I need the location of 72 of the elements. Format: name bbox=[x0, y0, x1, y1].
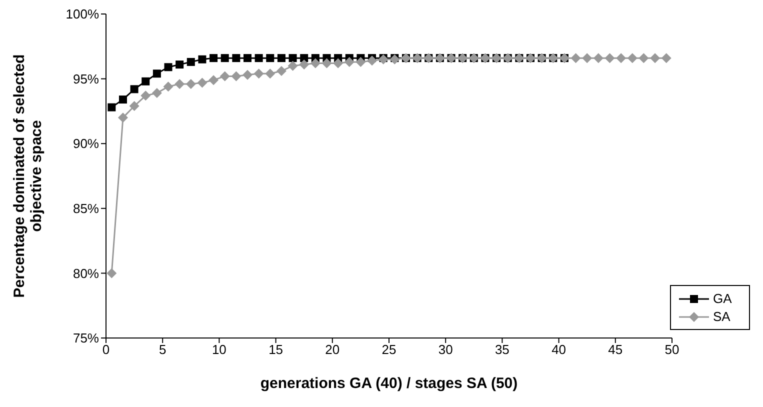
x-tick-label: 5 bbox=[158, 342, 166, 358]
point bbox=[266, 54, 274, 62]
point bbox=[299, 60, 310, 70]
point bbox=[310, 58, 320, 68]
point bbox=[582, 53, 592, 64]
x-tick-label: 15 bbox=[268, 342, 284, 358]
point bbox=[129, 101, 140, 112]
point bbox=[210, 54, 218, 62]
y-tick-label: 100% bbox=[66, 6, 100, 22]
point bbox=[176, 60, 184, 69]
point bbox=[661, 53, 672, 64]
x-tick-label: 10 bbox=[212, 342, 226, 358]
point bbox=[300, 54, 308, 62]
point bbox=[118, 112, 128, 123]
point bbox=[163, 82, 174, 92]
point bbox=[142, 77, 150, 86]
point bbox=[254, 54, 263, 62]
x-tick-label: 35 bbox=[494, 342, 510, 358]
x-tick-label: 50 bbox=[664, 342, 680, 358]
point bbox=[232, 54, 240, 62]
point bbox=[208, 75, 219, 86]
y-tick-label: 85% bbox=[72, 201, 100, 216]
legend-label: GA bbox=[713, 291, 732, 306]
point bbox=[356, 56, 366, 67]
y-tick-label: 90% bbox=[72, 136, 100, 152]
point bbox=[593, 53, 604, 64]
x-tick-label: 45 bbox=[608, 342, 623, 358]
legend-label: SA bbox=[713, 309, 730, 324]
point bbox=[322, 58, 332, 68]
point bbox=[220, 54, 229, 62]
x-axis-title: generations GA (40) / stages SA (50) bbox=[260, 375, 518, 392]
point bbox=[231, 71, 242, 82]
x-tick-label: 25 bbox=[382, 342, 396, 358]
point bbox=[604, 53, 615, 64]
point bbox=[197, 78, 208, 88]
point bbox=[186, 58, 195, 66]
point bbox=[333, 58, 344, 68]
x-tick-label: 30 bbox=[438, 342, 453, 358]
point bbox=[198, 55, 206, 64]
point bbox=[650, 53, 660, 64]
point bbox=[106, 268, 117, 278]
point bbox=[242, 70, 252, 80]
x-tick-label: 20 bbox=[325, 342, 340, 358]
point bbox=[152, 70, 161, 78]
point bbox=[152, 88, 162, 98]
point bbox=[174, 78, 185, 89]
point bbox=[638, 53, 649, 64]
point bbox=[220, 71, 230, 82]
point bbox=[367, 56, 378, 66]
point bbox=[130, 85, 138, 94]
x-tick-label: 0 bbox=[102, 342, 110, 358]
point bbox=[277, 54, 286, 62]
point bbox=[186, 78, 196, 89]
point bbox=[288, 60, 298, 71]
point bbox=[164, 63, 172, 72]
point bbox=[276, 66, 286, 76]
y-tick-label: 75% bbox=[72, 330, 100, 346]
point bbox=[108, 103, 116, 112]
point bbox=[627, 53, 638, 64]
point bbox=[254, 68, 264, 79]
point bbox=[244, 54, 252, 62]
y-tick-label: 95% bbox=[72, 71, 100, 86]
point bbox=[344, 56, 354, 67]
point bbox=[118, 96, 127, 104]
point bbox=[570, 53, 581, 64]
y-tick-label: 80% bbox=[72, 266, 100, 281]
point bbox=[140, 90, 151, 101]
point bbox=[288, 54, 297, 62]
point bbox=[616, 53, 626, 64]
x-tick-label: 40 bbox=[552, 342, 566, 358]
y-axis-title: Percentage dominated of selected objective space bbox=[11, 54, 45, 298]
point bbox=[265, 68, 276, 79]
